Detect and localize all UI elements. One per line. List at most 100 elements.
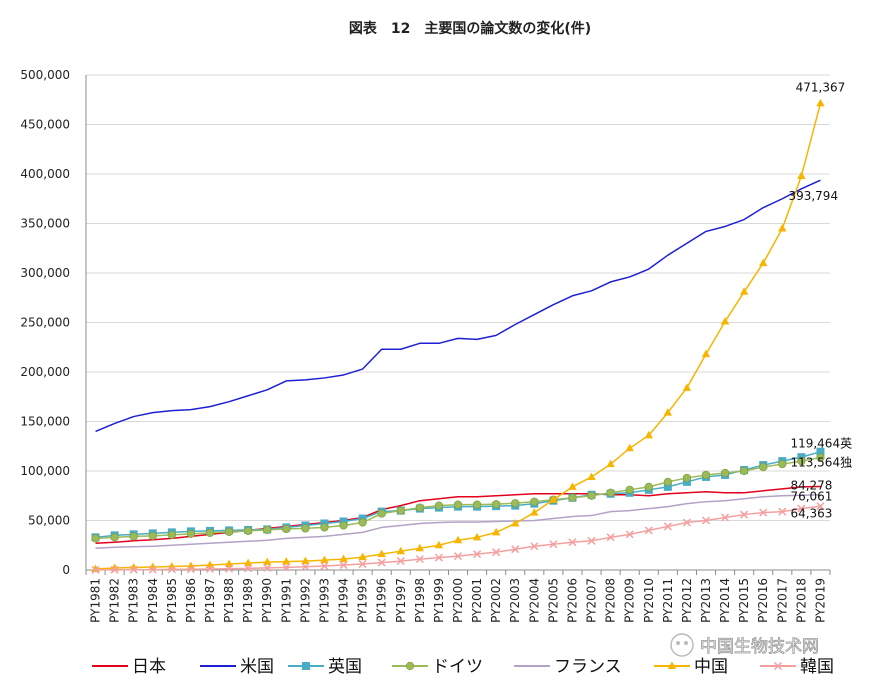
annotations: 471,367 393,794 119,464英 113,564独 84,27876,0… — [788, 80, 852, 520]
data-point — [225, 564, 234, 573]
data-point — [530, 508, 539, 516]
data-point — [377, 558, 386, 567]
x-tick-label: PY1989 — [241, 578, 255, 623]
data-point — [530, 542, 539, 551]
data-point — [358, 552, 367, 561]
data-point — [320, 523, 329, 532]
legend-item: フランス — [514, 657, 622, 677]
data-point — [816, 453, 825, 462]
data-point — [91, 565, 100, 574]
data-point — [205, 564, 215, 574]
x-tick-label: PY2002 — [489, 578, 503, 623]
x-tick-label: PY2006 — [565, 578, 579, 623]
x-tick-label: PY1991 — [279, 578, 293, 623]
series-1 — [95, 179, 821, 433]
data-point — [358, 560, 367, 569]
y-tick-label: 250,000 — [20, 316, 70, 330]
y-tick-label: 200,000 — [20, 365, 70, 379]
data-point — [358, 518, 367, 527]
legend-item: 韓国 — [760, 657, 834, 677]
data-point — [663, 408, 673, 416]
data-point — [720, 317, 730, 325]
data-label: 76,061 — [790, 490, 832, 504]
data-point — [377, 549, 386, 558]
x-tick-label: PY2017 — [775, 578, 789, 623]
data-point — [587, 536, 596, 545]
series-group — [91, 98, 825, 574]
data-point — [759, 508, 768, 517]
data-point — [797, 457, 806, 466]
data-point — [701, 516, 711, 525]
data-point — [682, 518, 691, 527]
y-tick-label: 50,000 — [28, 514, 70, 528]
x-tick-label: PY1982 — [108, 578, 122, 623]
data-point — [167, 565, 176, 574]
data-point — [721, 513, 730, 522]
chart-title: 図表 12 主要国の論文数の変化(件) — [349, 20, 591, 37]
x-tick-label: PY2000 — [451, 578, 465, 623]
x-tick-label: PY2016 — [756, 578, 770, 623]
data-point — [587, 491, 596, 500]
y-tick-label: 150,000 — [20, 415, 70, 429]
legend-item: 日本 — [92, 657, 166, 677]
data-point — [492, 500, 501, 509]
legend-label: 米国 — [240, 657, 274, 677]
data-point — [682, 473, 692, 483]
data-point — [797, 504, 806, 513]
y-tick-label: 350,000 — [20, 217, 70, 231]
legend-label: 英国 — [328, 657, 362, 677]
series-line — [95, 179, 821, 433]
data-point — [91, 534, 100, 543]
data-point — [606, 459, 615, 468]
data-point — [434, 540, 444, 549]
x-tick-label: PY1998 — [413, 578, 427, 623]
data-point — [472, 532, 482, 541]
data-point — [491, 527, 501, 536]
x-tick-label: PY2005 — [546, 578, 560, 623]
series-6 — [91, 502, 825, 574]
data-point — [396, 506, 405, 515]
data-point — [701, 470, 711, 480]
data-point — [129, 532, 138, 541]
legend-marker — [773, 661, 783, 671]
data-point — [816, 98, 825, 107]
data-label: 64,363 — [790, 506, 832, 520]
x-tick-label: PY1984 — [146, 578, 160, 623]
y-tick-label: 500,000 — [20, 68, 70, 82]
data-point — [110, 565, 119, 574]
x-tick-label: PY2003 — [508, 578, 522, 623]
data-label: 84,278 — [790, 479, 832, 493]
y-tick-label: 100,000 — [20, 464, 70, 478]
data-point — [453, 535, 463, 544]
data-point — [129, 565, 138, 574]
data-point — [682, 383, 692, 391]
x-tick-label: PY1986 — [184, 578, 198, 623]
legend-item: ドイツ — [392, 657, 483, 677]
data-point — [301, 524, 310, 533]
wechat-icon-eye-left — [676, 641, 680, 645]
x-tick-label: PY1992 — [298, 578, 312, 623]
data-point — [740, 466, 749, 476]
data-point — [339, 521, 348, 530]
series-4 — [95, 493, 821, 549]
data-point — [587, 472, 596, 480]
legend-label: 中国 — [694, 657, 728, 677]
data-point — [301, 556, 310, 565]
data-point — [511, 499, 520, 508]
y-axis: 0 50,000 100,000 150,000 200,000 250,000 300,0… — [20, 68, 87, 577]
data-point — [453, 552, 463, 561]
x-tick-label: PY2011 — [661, 578, 675, 623]
data-point — [205, 528, 215, 537]
x-tick-label: PY1995 — [356, 578, 370, 623]
data-point — [415, 543, 425, 552]
data-point — [224, 559, 234, 568]
x-tick-label: PY1987 — [203, 578, 217, 623]
data-point — [568, 493, 577, 502]
data-point — [396, 546, 405, 555]
data-point — [244, 526, 253, 535]
data-point — [740, 510, 749, 519]
x-tick-label: PY2008 — [604, 578, 618, 623]
series-line — [95, 485, 821, 545]
x-tick-label: PY1985 — [165, 578, 179, 623]
data-label: 113,564独 — [790, 456, 852, 470]
